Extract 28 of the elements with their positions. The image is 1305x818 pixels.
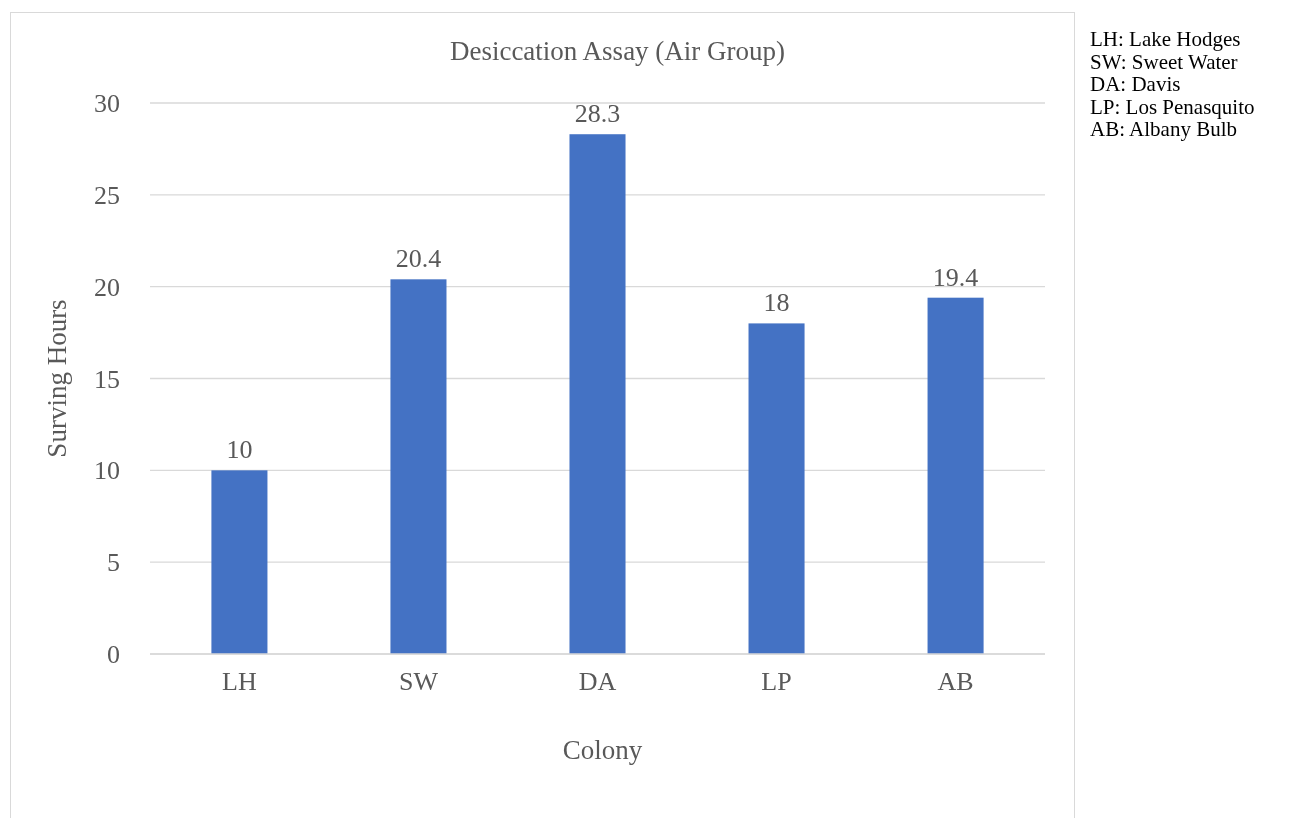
y-tick-label: 25 xyxy=(94,180,120,210)
x-tick-label: DA xyxy=(578,667,617,696)
x-tick-label: LH xyxy=(222,667,257,696)
text: LP: Los Penasquito xyxy=(1090,94,1255,119)
y-axis-title: Surving Hours xyxy=(42,299,72,458)
chart-title: Desiccation Assay (Air Group) xyxy=(449,36,786,66)
y-tick-label: 5 xyxy=(107,548,120,578)
y-tick-label: 20 xyxy=(94,272,120,302)
data-label: 20.4 xyxy=(395,244,442,274)
x-tick-label: AB xyxy=(937,667,974,696)
x-axis-title: Colony xyxy=(562,735,643,765)
y-tick-label: 0 xyxy=(107,640,120,670)
x-tick-label: LP xyxy=(761,667,792,696)
bar xyxy=(927,297,984,654)
text: DA: Davis xyxy=(1090,72,1181,96)
data-label: 18 xyxy=(763,288,790,318)
data-label: 10 xyxy=(226,435,253,465)
x-tick-label: SW xyxy=(398,667,439,696)
bar xyxy=(569,134,626,654)
data-label: 28.3 xyxy=(574,99,621,129)
y-tick-label: 10 xyxy=(94,456,120,486)
bar xyxy=(211,470,268,654)
bar xyxy=(748,323,805,654)
text: LH: Lake Hodges xyxy=(1090,27,1241,51)
data-label: 19.4 xyxy=(932,262,979,292)
y-tick-label: 15 xyxy=(94,364,120,394)
y-tick-label: 30 xyxy=(94,89,120,119)
bar xyxy=(390,279,447,654)
